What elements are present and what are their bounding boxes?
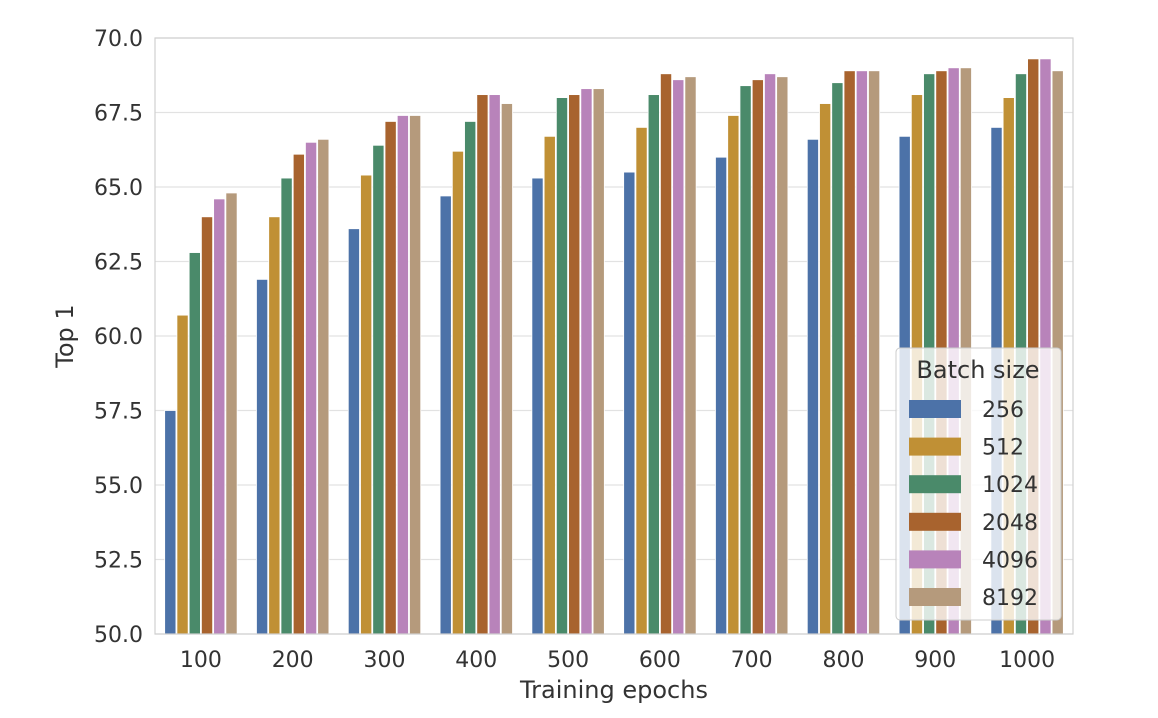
bar-4096-300 xyxy=(396,115,409,635)
x-tick-label: 100 xyxy=(180,648,222,673)
bar-256-200 xyxy=(256,278,269,635)
bar-4096-700 xyxy=(764,73,777,635)
legend-label-512: 512 xyxy=(982,436,1024,461)
legend-title: Batch size xyxy=(916,356,1039,384)
legend-swatch-4096 xyxy=(909,550,961,569)
legend-swatch-1024 xyxy=(909,475,961,494)
bar-512-200 xyxy=(268,216,281,635)
legend-label-256: 256 xyxy=(982,398,1024,423)
bar-8192-800 xyxy=(868,70,881,635)
bar-256-700 xyxy=(715,156,728,635)
x-tick-label: 700 xyxy=(731,648,773,673)
bar-8192-400 xyxy=(500,103,513,635)
y-tick-label: 60.0 xyxy=(94,325,143,350)
bar-8192-100 xyxy=(225,192,238,635)
bar-256-800 xyxy=(806,138,819,635)
bar-2048-700 xyxy=(751,79,764,635)
legend-label-8192: 8192 xyxy=(982,586,1038,611)
bar-256-600 xyxy=(623,171,636,635)
legend-label-4096: 4096 xyxy=(982,548,1038,573)
bar-2048-200 xyxy=(292,153,305,635)
bar-256-400 xyxy=(439,195,452,635)
bar-8192-600 xyxy=(684,76,697,635)
bar-1024-600 xyxy=(647,94,660,635)
bar-2048-800 xyxy=(843,70,856,635)
y-tick-label: 50.0 xyxy=(94,623,143,648)
legend-swatch-512 xyxy=(909,437,961,456)
y-tick-labels: 50.0 52.5 55.0 57.5 60.0 62.5 65.0 67.5 70.0 xyxy=(94,27,143,648)
legend-swatch-256 xyxy=(909,400,961,418)
bar-8192-200 xyxy=(317,138,330,635)
y-tick-label: 67.5 xyxy=(94,102,143,127)
bar-512-500 xyxy=(543,135,556,635)
x-tick-label: 200 xyxy=(272,648,314,673)
bar-512-400 xyxy=(451,150,464,635)
y-tick-label: 52.5 xyxy=(94,549,143,574)
x-tick-labels: 100 200 300 400 500 600 700 800 900 1000 xyxy=(180,648,1055,673)
bar-1024-200 xyxy=(280,177,293,635)
legend-swatch-8192 xyxy=(909,588,961,606)
y-tick-label: 70.0 xyxy=(94,27,143,52)
bar-512-800 xyxy=(819,103,832,635)
x-tick-label: 800 xyxy=(823,648,865,673)
bar-1024-800 xyxy=(831,82,844,635)
bar-4096-500 xyxy=(580,88,593,635)
bar-512-600 xyxy=(635,127,648,635)
bar-8192-500 xyxy=(592,88,605,635)
x-axis-label: Training epochs xyxy=(519,676,708,704)
y-tick-label: 65.0 xyxy=(94,176,143,201)
bar-2048-500 xyxy=(568,94,581,635)
x-tick-label: 500 xyxy=(547,648,589,673)
bar-1024-700 xyxy=(739,85,752,635)
y-tick-label: 55.0 xyxy=(94,474,143,499)
bar-2048-100 xyxy=(200,216,214,635)
legend-label-2048: 2048 xyxy=(982,511,1038,536)
bar-256-100 xyxy=(164,410,177,635)
bar-1024-100 xyxy=(188,252,201,635)
x-tick-label: 300 xyxy=(364,648,406,673)
legend-label-1024: 1024 xyxy=(982,473,1038,498)
bar-256-300 xyxy=(347,228,360,635)
bar-4096-200 xyxy=(305,141,318,635)
bar-512-100 xyxy=(176,314,189,635)
plot-frame xyxy=(154,37,1074,635)
legend-swatch-2048 xyxy=(909,512,961,531)
x-tick-label: 600 xyxy=(639,648,681,673)
bar-4096-100 xyxy=(213,198,226,635)
y-tick-label: 62.5 xyxy=(94,251,143,276)
bar-4096-400 xyxy=(488,94,501,635)
x-tick-label: 900 xyxy=(914,648,956,673)
bar-4096-800 xyxy=(855,70,868,635)
bar-512-300 xyxy=(360,174,373,635)
bar-4096-600 xyxy=(672,79,685,635)
y-axis-label: Top 1 xyxy=(51,304,79,368)
bar-256-500 xyxy=(531,177,544,635)
y-tick-label: 57.5 xyxy=(94,400,143,425)
bar-2048-300 xyxy=(384,121,397,635)
bar-2048-600 xyxy=(660,73,673,635)
bar-2048-400 xyxy=(476,94,489,635)
bar-1024-300 xyxy=(372,144,385,635)
bar-1024-400 xyxy=(464,121,477,635)
bar-8192-700 xyxy=(776,76,789,635)
bar-1024-500 xyxy=(555,97,568,635)
legend: Batch size 256 512 1024 2048 4096 8192 xyxy=(895,347,1062,621)
x-tick-label: 1000 xyxy=(999,648,1055,673)
x-tick-label: 400 xyxy=(455,648,497,673)
bar-512-700 xyxy=(727,115,740,635)
bar-8192-300 xyxy=(409,115,422,635)
